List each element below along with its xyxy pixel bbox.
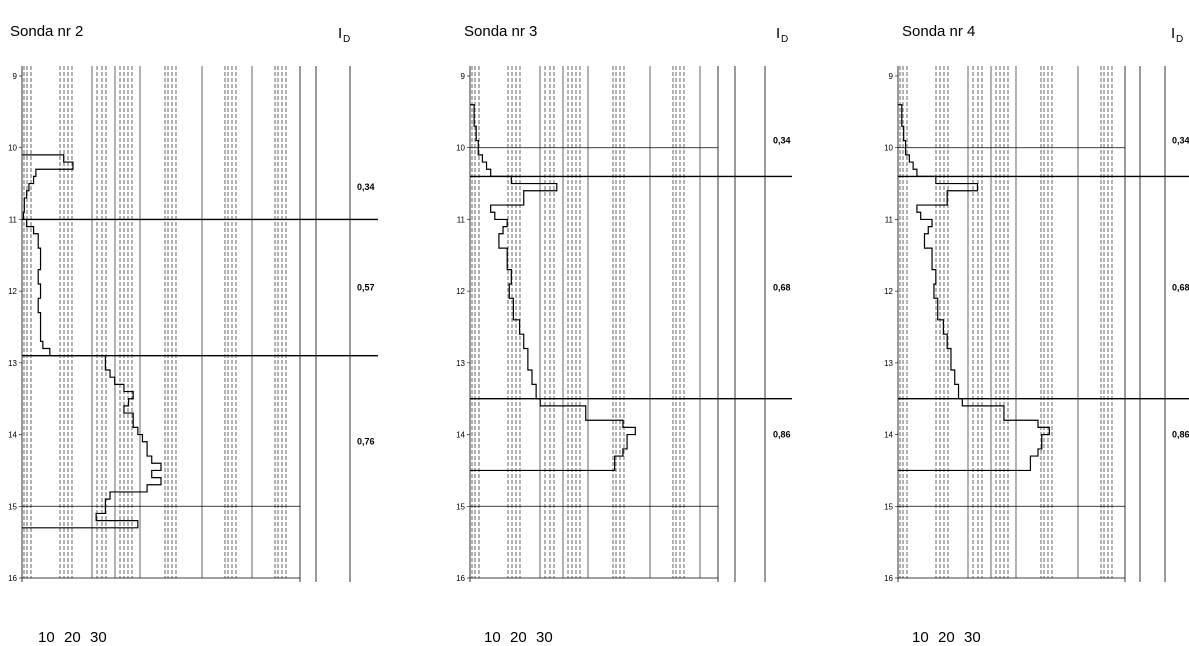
id-label: I xyxy=(338,25,342,42)
x-label: 10 xyxy=(912,629,929,646)
id-label-sub: D xyxy=(781,34,788,45)
depth-tick-label: 9 xyxy=(461,72,466,81)
x-label: 20 xyxy=(938,629,955,646)
depth-tick-label: 12 xyxy=(456,287,465,296)
x-label: 30 xyxy=(536,629,553,646)
id-label-sub: D xyxy=(343,34,350,45)
depth-tick-label: 15 xyxy=(456,502,465,511)
depth-tick-label: 12 xyxy=(8,287,17,296)
probe-title: Sonda nr 2 xyxy=(10,23,83,40)
depth-tick-label: 10 xyxy=(456,144,465,153)
depth-tick-label: 13 xyxy=(8,359,17,368)
id-value: 0,68 xyxy=(773,283,791,293)
cone-resistance-profile xyxy=(470,104,636,472)
depth-tick-label: 15 xyxy=(884,502,893,511)
depth-tick-label: 11 xyxy=(9,215,18,224)
depth-tick-label: 9 xyxy=(889,72,894,81)
depth-tick-label: 10 xyxy=(884,144,893,153)
depth-tick-label: 11 xyxy=(885,215,894,224)
depth-tick-label: 16 xyxy=(884,574,893,583)
cone-resistance-profile xyxy=(898,104,1050,472)
depth-tick-label: 13 xyxy=(456,359,465,368)
id-label-sub: D xyxy=(1176,34,1183,45)
id-value: 0,34 xyxy=(357,182,375,192)
depth-tick-label: 14 xyxy=(456,431,465,440)
id-value: 0,34 xyxy=(1172,136,1189,146)
id-value: 0,57 xyxy=(357,283,375,293)
depth-tick-label: 10 xyxy=(8,144,17,153)
x-label: 30 xyxy=(964,629,981,646)
depth-tick-label: 9 xyxy=(13,72,18,81)
id-value: 0,86 xyxy=(773,430,791,440)
depth-tick-label: 16 xyxy=(8,574,17,583)
depth-tick-label: 12 xyxy=(884,287,893,296)
cone-resistance-profile xyxy=(22,154,162,529)
depth-tick-label: 13 xyxy=(884,359,893,368)
x-label: 20 xyxy=(510,629,527,646)
depth-tick-label: 11 xyxy=(457,215,466,224)
depth-tick-label: 14 xyxy=(884,431,893,440)
x-label: 20 xyxy=(64,629,81,646)
id-value: 0,76 xyxy=(357,437,375,447)
id-value: 0,86 xyxy=(1172,430,1189,440)
probe-title: Sonda nr 3 xyxy=(464,23,537,40)
depth-tick-label: 15 xyxy=(8,502,17,511)
id-value: 0,34 xyxy=(773,136,791,146)
id-label: I xyxy=(1171,25,1175,42)
depth-tick-label: 14 xyxy=(8,431,17,440)
x-label: 10 xyxy=(484,629,501,646)
x-label: 10 xyxy=(38,629,55,646)
x-label: 30 xyxy=(90,629,107,646)
id-label: I xyxy=(776,25,780,42)
id-value: 0,68 xyxy=(1172,283,1189,293)
depth-tick-label: 16 xyxy=(456,574,465,583)
probe-title: Sonda nr 4 xyxy=(902,23,975,40)
